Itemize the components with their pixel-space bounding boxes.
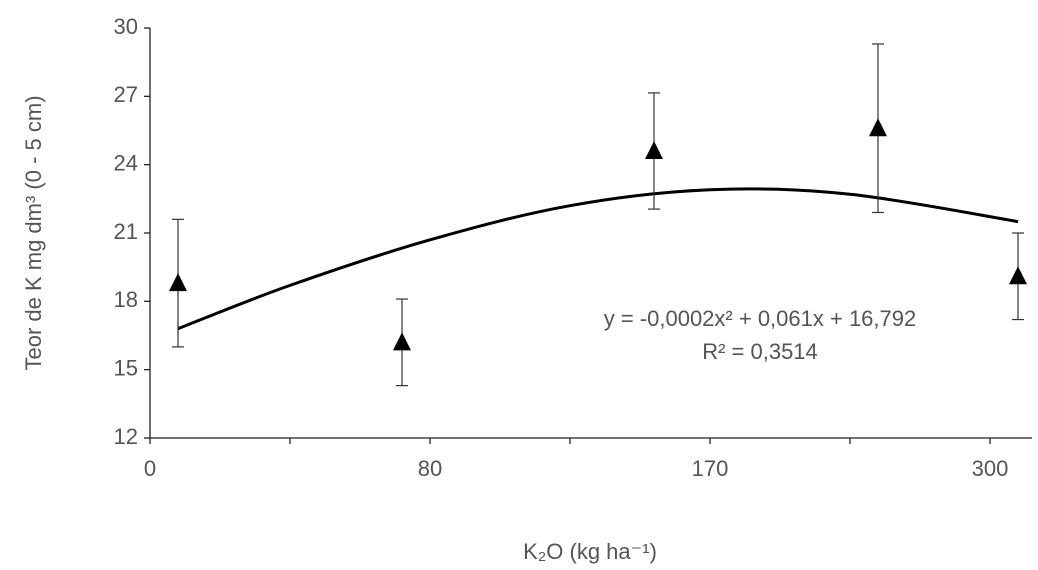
y-tick-label: 12	[114, 424, 138, 449]
y-axis-label: Teor de K mg dm³ (0 - 5 cm)	[21, 95, 46, 370]
y-tick-label: 24	[114, 150, 138, 175]
y-tick-label: 18	[114, 287, 138, 312]
trendline	[177, 187, 1019, 331]
x-axis-label: K₂O (kg ha⁻¹)	[523, 539, 657, 564]
marker	[869, 118, 887, 137]
y-tick-label: 15	[114, 355, 138, 380]
x-tick-label: 80	[418, 456, 442, 481]
y-tick-label: 30	[114, 14, 138, 39]
x-tick-label: 170	[692, 456, 729, 481]
marker	[169, 273, 187, 292]
y-tick-label: 21	[114, 219, 138, 244]
y-tick-label: 27	[114, 82, 138, 107]
marker	[645, 141, 663, 159]
marker	[1009, 266, 1027, 285]
marker	[393, 332, 411, 351]
r-squared: R² = 0,3514	[702, 339, 818, 364]
x-tick-label: 0	[144, 456, 156, 481]
x-tick-label: 300	[972, 456, 1009, 481]
equation: y = -0,0002x² + 0,061x + 16,792	[604, 306, 917, 331]
